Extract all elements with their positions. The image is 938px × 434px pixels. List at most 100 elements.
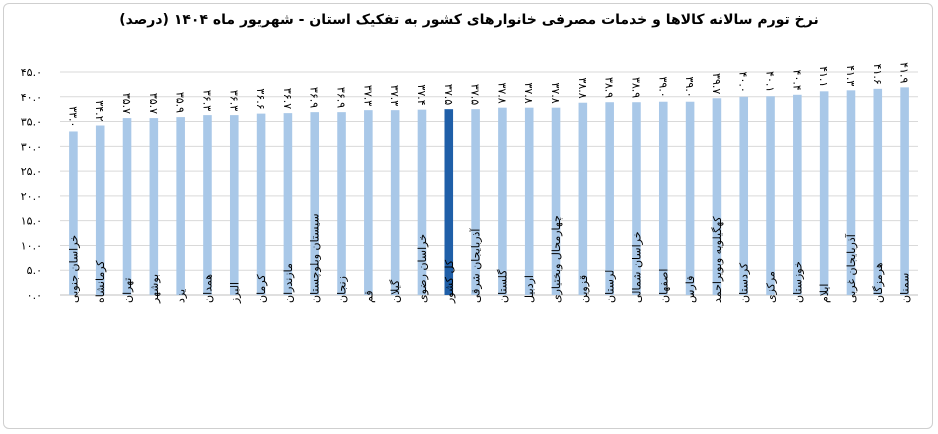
data-label: ۳۶.۳: [200, 90, 213, 111]
x-tick-label: خراسان رضوی: [416, 234, 429, 303]
x-tick-label: اصفهان: [657, 269, 670, 303]
data-label: ۴۱.۳: [844, 65, 857, 86]
data-label: ۴۰.۰: [737, 72, 750, 93]
x-axis-labels: خراسان جنوبی کرمانشاه تهران بوشهر یزد همدان ال…: [67, 213, 911, 304]
x-tick-label: آذربایجان شرقی: [469, 228, 483, 303]
data-label: ۴۱.۶: [871, 64, 884, 85]
x-tick-label: آذربایجان غربی: [844, 233, 858, 303]
x-tick-label: خراسان جنوبی: [67, 235, 80, 303]
x-tick-label: سمنان: [899, 273, 912, 303]
bar: [256, 113, 266, 295]
y-tick-label: ۰.۰: [27, 289, 42, 302]
data-label: ۳۳.۰: [66, 106, 79, 127]
x-tick-label: چهارمحال وبختیاری: [550, 215, 563, 303]
bar: [417, 109, 427, 295]
data-label: ۳۷.۸: [522, 82, 535, 103]
bar: [203, 115, 212, 295]
data-label: ۳۷.۵: [469, 84, 482, 105]
bar: [364, 110, 373, 295]
bar: [390, 110, 400, 295]
bar: [605, 102, 614, 296]
bar: [712, 98, 722, 296]
data-label: ۳۶.۳: [227, 90, 240, 111]
x-tick-label: یزد: [175, 289, 188, 303]
x-tick-label: لرستان: [604, 270, 617, 303]
y-tick-label: ۱۰.۰: [21, 239, 42, 252]
data-label: ۳۵.۷: [120, 93, 133, 114]
bar: [498, 107, 507, 296]
x-tick-label: خراسان شمالی: [630, 231, 643, 303]
data-label: ۴۰.۴: [790, 70, 803, 91]
bar: [819, 91, 829, 296]
x-tick-label: کهگیلویه وبویراحمد: [711, 216, 724, 303]
x-tick-label: مازندران: [282, 263, 295, 303]
y-tick-label: ۱۵.۰: [21, 215, 42, 228]
bar: [149, 118, 159, 295]
data-label: ۳۷.۵: [442, 84, 455, 105]
chart-title: نرخ تورم سالانه کالاها و خدمات مصرفی خان…: [119, 12, 819, 28]
x-tick-label: سیستان وبلوچستان: [309, 213, 322, 303]
data-label: ۳۵.۹: [174, 92, 187, 113]
data-label: ۳۴.۲: [93, 100, 106, 121]
bar: [176, 117, 185, 296]
data-label: ۳۸.۸: [576, 77, 589, 98]
data-label: ۳۷.۸: [549, 82, 562, 103]
data-label: ۳۷.۳: [361, 85, 374, 106]
bar: [551, 107, 561, 296]
bar: [846, 90, 856, 295]
x-tick-label: کرمانشاه: [94, 260, 107, 303]
bar: [122, 118, 132, 295]
y-tick-label: ۴۰.۰: [21, 91, 42, 104]
data-label: ۳۵.۷: [147, 93, 160, 114]
bar: [444, 109, 454, 296]
bar: [793, 94, 802, 295]
x-tick-label: کل کشور: [443, 259, 456, 304]
data-label: ۳۶.۹: [335, 87, 348, 108]
data-label: ۳۸.۹: [629, 77, 642, 98]
y-axis: ۰.۰ ۵.۰ ۱۰.۰ ۱۵.۰ ۲۰.۰ ۲۵.۰ ۳۰.۰ ۳۵.۰ ۴۰.۰ ۴۵.۰: [21, 66, 42, 302]
x-tick-label: تهران: [121, 278, 134, 303]
data-label: ۳۷.۸: [495, 82, 508, 103]
data-label: ۳۶.۹: [308, 87, 321, 108]
x-tick-label: هرمزگان: [872, 262, 885, 303]
data-label: ۳۶.۶: [254, 88, 267, 109]
data-label: ۳۹.۷: [710, 73, 723, 94]
data-label: ۳۸.۹: [603, 77, 616, 98]
bar: [229, 115, 239, 295]
y-tick-label: ۲۵.۰: [21, 165, 42, 178]
data-label: ۳۷.۴: [415, 84, 428, 105]
bar: [873, 88, 883, 295]
bar: [69, 131, 78, 295]
x-tick-label: مرکزی: [765, 271, 778, 303]
data-label: ۴۱.۹: [898, 62, 911, 83]
x-tick-label: کرمان: [255, 274, 268, 303]
y-tick-label: ۴۵.۰: [21, 66, 42, 79]
data-label: ۴۱.۱: [817, 66, 830, 87]
gridlines: [60, 71, 918, 296]
data-label: ۳۹.۰: [656, 76, 669, 97]
bar: [310, 112, 320, 295]
bar: [900, 87, 909, 296]
x-tick-label: خوزستان: [791, 261, 804, 303]
bar: [471, 109, 480, 296]
x-tick-label: ایلام: [818, 284, 831, 304]
bar: [337, 112, 346, 295]
bars: [69, 87, 909, 296]
x-tick-label: بوشهر: [148, 274, 161, 304]
bar: [739, 96, 749, 296]
x-tick-label: اردبیل: [523, 275, 536, 303]
y-tick-label: ۵.۰: [27, 264, 42, 277]
x-tick-label: قم: [362, 290, 375, 303]
bar: [524, 107, 534, 296]
x-tick-label: گیلان: [389, 279, 402, 303]
bar: [685, 101, 695, 295]
x-tick-label: زنجان: [336, 276, 349, 303]
bar: [283, 113, 293, 296]
bar: [95, 125, 105, 296]
x-tick-label: همدان: [201, 274, 214, 303]
x-tick-label: گلستان: [496, 269, 509, 303]
bar: [632, 102, 641, 296]
y-tick-label: ۲۰.۰: [21, 190, 42, 203]
bar: [578, 102, 588, 295]
